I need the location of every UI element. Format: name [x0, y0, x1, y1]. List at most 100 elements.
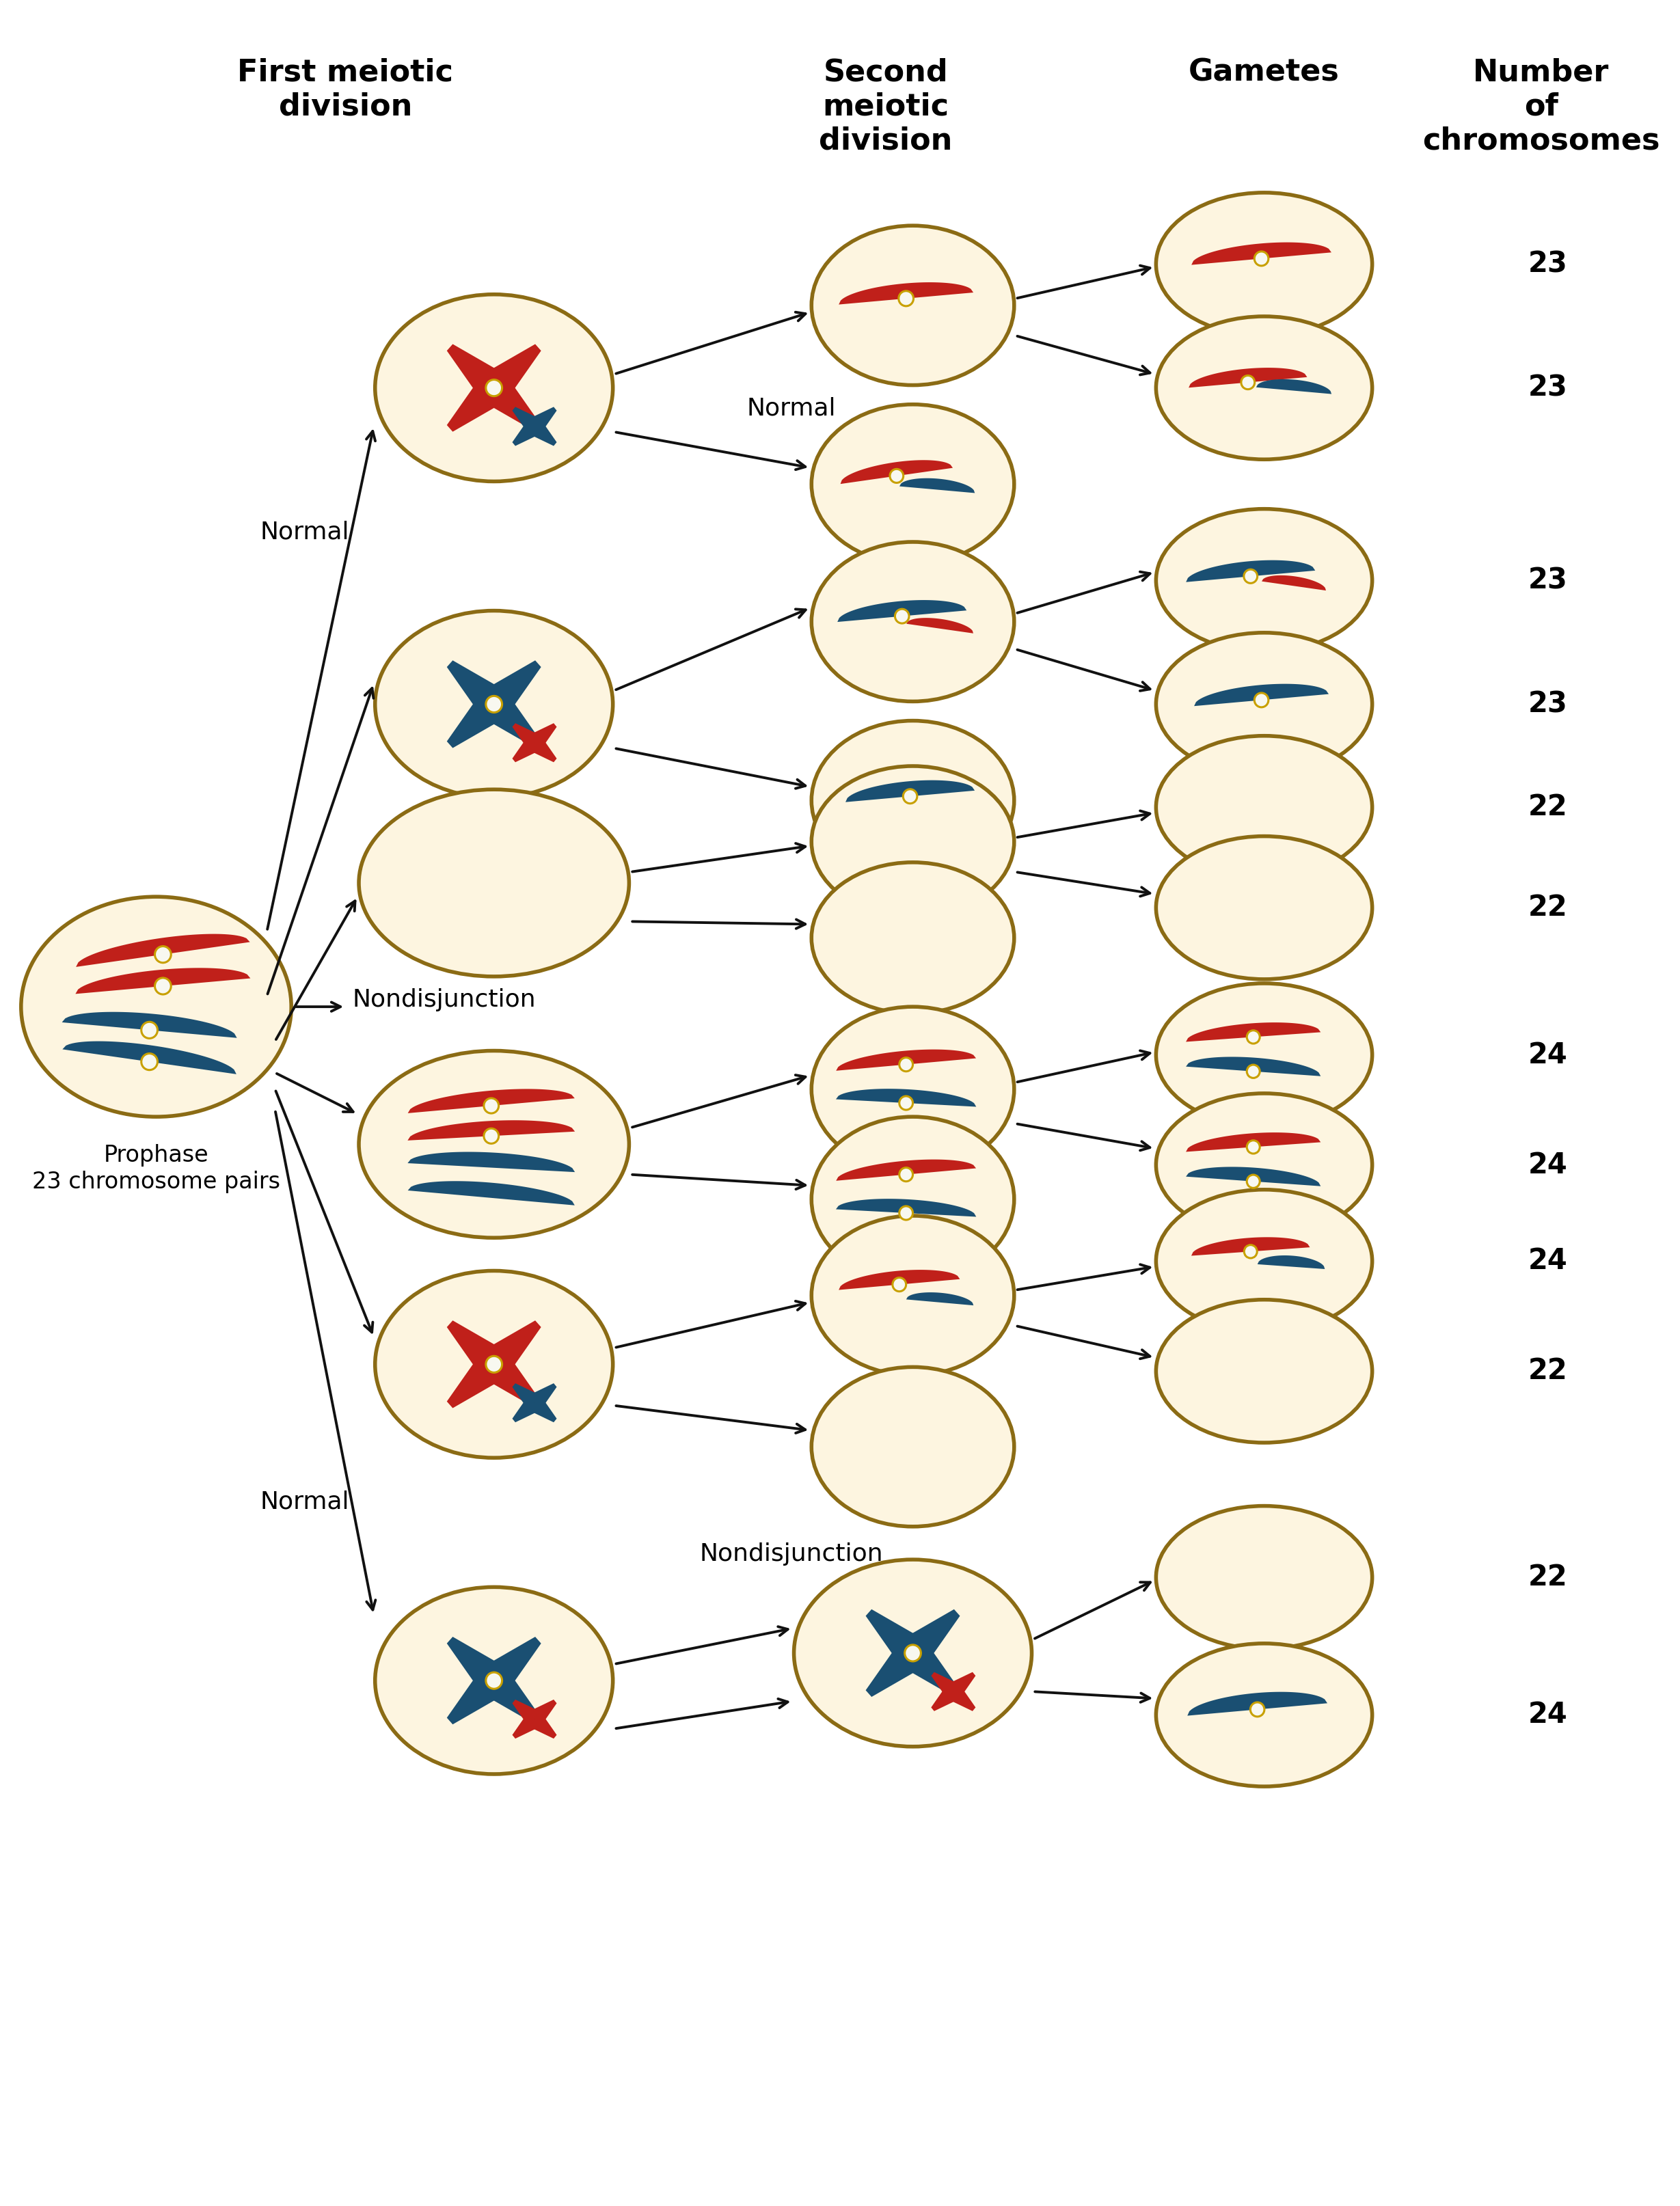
Ellipse shape — [22, 896, 291, 1116]
Circle shape — [1247, 1065, 1260, 1079]
Text: 23: 23 — [1529, 690, 1567, 719]
Ellipse shape — [375, 1586, 613, 1774]
Ellipse shape — [1156, 1094, 1373, 1235]
Ellipse shape — [811, 404, 1015, 565]
Polygon shape — [1186, 1057, 1320, 1077]
Circle shape — [486, 1672, 502, 1690]
Polygon shape — [447, 660, 506, 717]
Polygon shape — [482, 344, 541, 401]
Polygon shape — [838, 1271, 959, 1291]
Polygon shape — [900, 1639, 959, 1696]
Polygon shape — [447, 375, 506, 432]
Polygon shape — [447, 344, 506, 401]
Circle shape — [899, 1207, 912, 1220]
Text: Normal: Normal — [260, 1491, 349, 1513]
Text: 23: 23 — [1529, 567, 1567, 596]
Circle shape — [904, 790, 917, 803]
Polygon shape — [512, 724, 541, 750]
Text: 24: 24 — [1529, 1701, 1567, 1730]
Circle shape — [899, 1057, 912, 1072]
Polygon shape — [931, 1683, 959, 1712]
Polygon shape — [837, 1198, 976, 1218]
Polygon shape — [837, 600, 966, 622]
Ellipse shape — [1156, 510, 1373, 653]
Ellipse shape — [811, 1006, 1015, 1171]
Text: 22: 22 — [1529, 893, 1567, 922]
Text: Prophase
23 chromosome pairs: Prophase 23 chromosome pairs — [32, 1145, 281, 1193]
Polygon shape — [447, 690, 506, 748]
Ellipse shape — [811, 1116, 1015, 1282]
Text: 24: 24 — [1529, 1152, 1567, 1180]
Polygon shape — [447, 1321, 506, 1377]
Polygon shape — [899, 479, 974, 492]
Polygon shape — [447, 1637, 506, 1694]
Ellipse shape — [1156, 1189, 1373, 1332]
Polygon shape — [1191, 243, 1332, 265]
Polygon shape — [948, 1683, 976, 1712]
Circle shape — [155, 977, 171, 995]
Circle shape — [1245, 1244, 1257, 1257]
Polygon shape — [1189, 368, 1307, 388]
Polygon shape — [76, 968, 250, 995]
Ellipse shape — [811, 225, 1015, 386]
Ellipse shape — [1156, 737, 1373, 878]
Polygon shape — [512, 419, 541, 446]
Ellipse shape — [1156, 1507, 1373, 1648]
Circle shape — [906, 1646, 921, 1661]
Polygon shape — [1194, 684, 1329, 706]
Polygon shape — [482, 1321, 541, 1377]
Text: 24: 24 — [1529, 1246, 1567, 1275]
Circle shape — [899, 1096, 912, 1110]
Circle shape — [486, 379, 502, 397]
Polygon shape — [529, 419, 556, 446]
Circle shape — [899, 291, 914, 307]
Text: 22: 22 — [1529, 1357, 1567, 1385]
Ellipse shape — [1156, 836, 1373, 979]
Circle shape — [155, 946, 171, 962]
Polygon shape — [907, 618, 973, 633]
Text: 22: 22 — [1529, 1564, 1567, 1593]
Circle shape — [486, 1357, 502, 1372]
Polygon shape — [408, 1180, 575, 1204]
Polygon shape — [845, 781, 974, 803]
Polygon shape — [482, 660, 541, 717]
Polygon shape — [840, 461, 953, 483]
Ellipse shape — [360, 1050, 628, 1238]
Text: Normal: Normal — [746, 397, 837, 419]
Polygon shape — [529, 1712, 556, 1738]
Circle shape — [1247, 1176, 1260, 1189]
Text: Gametes: Gametes — [1189, 57, 1339, 88]
Polygon shape — [1262, 576, 1326, 591]
Text: Second
meiotic
division: Second meiotic division — [820, 57, 953, 154]
Polygon shape — [529, 1699, 556, 1727]
Ellipse shape — [375, 1271, 613, 1458]
Circle shape — [486, 695, 502, 713]
Circle shape — [141, 1054, 158, 1070]
Polygon shape — [482, 690, 541, 748]
Ellipse shape — [360, 790, 628, 977]
Polygon shape — [482, 375, 541, 432]
Polygon shape — [482, 1668, 541, 1725]
Polygon shape — [408, 1121, 575, 1141]
Polygon shape — [512, 1396, 541, 1423]
Polygon shape — [482, 1637, 541, 1694]
Polygon shape — [1191, 1238, 1310, 1255]
Polygon shape — [62, 1013, 237, 1037]
Polygon shape — [900, 1608, 959, 1666]
Ellipse shape — [1156, 1643, 1373, 1787]
Polygon shape — [529, 735, 556, 763]
Polygon shape — [948, 1672, 976, 1699]
Polygon shape — [1257, 379, 1332, 395]
Polygon shape — [76, 933, 250, 966]
Ellipse shape — [1156, 633, 1373, 777]
Ellipse shape — [811, 765, 1015, 918]
Polygon shape — [931, 1672, 959, 1699]
Polygon shape — [837, 1050, 976, 1070]
Circle shape — [890, 470, 904, 483]
Polygon shape — [1186, 1132, 1320, 1152]
Circle shape — [1243, 569, 1257, 582]
Polygon shape — [1186, 1021, 1320, 1041]
Ellipse shape — [1156, 984, 1373, 1127]
Polygon shape — [408, 1152, 575, 1171]
Circle shape — [484, 1129, 499, 1143]
